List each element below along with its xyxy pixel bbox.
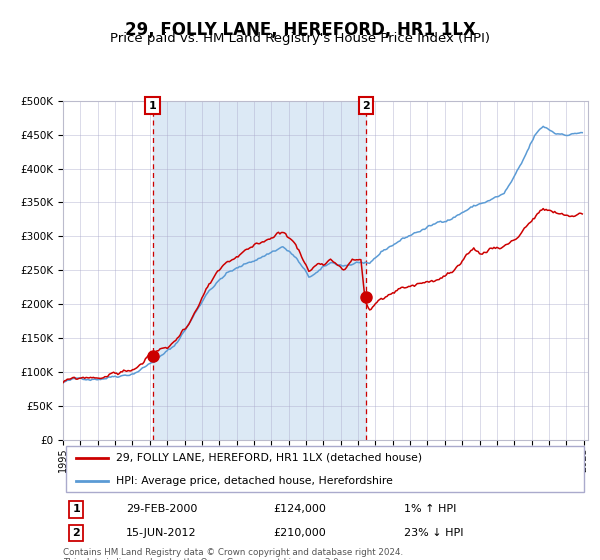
Text: 1: 1 [72, 505, 80, 515]
Text: £210,000: £210,000 [273, 528, 326, 538]
Text: 29, FOLLY LANE, HEREFORD, HR1 1LX (detached house): 29, FOLLY LANE, HEREFORD, HR1 1LX (detac… [115, 453, 422, 463]
Text: 2: 2 [72, 528, 80, 538]
Bar [152, 101, 366, 440]
Text: £124,000: £124,000 [273, 505, 326, 515]
Text: 23% ↓ HPI: 23% ↓ HPI [404, 528, 464, 538]
Text: 2: 2 [362, 101, 370, 111]
Text: 29, FOLLY LANE, HEREFORD, HR1 1LX: 29, FOLLY LANE, HEREFORD, HR1 1LX [125, 21, 475, 39]
Text: 1: 1 [149, 101, 157, 111]
Text: HPI: Average price, detached house, Herefordshire: HPI: Average price, detached house, Here… [115, 475, 392, 486]
Text: 29-FEB-2000: 29-FEB-2000 [126, 505, 197, 515]
FancyBboxPatch shape [65, 446, 584, 492]
Text: 1% ↑ HPI: 1% ↑ HPI [404, 505, 457, 515]
Text: Contains HM Land Registry data © Crown copyright and database right 2024.
This d: Contains HM Land Registry data © Crown c… [63, 548, 403, 560]
Text: Price paid vs. HM Land Registry's House Price Index (HPI): Price paid vs. HM Land Registry's House … [110, 32, 490, 45]
Text: 15-JUN-2012: 15-JUN-2012 [126, 528, 197, 538]
